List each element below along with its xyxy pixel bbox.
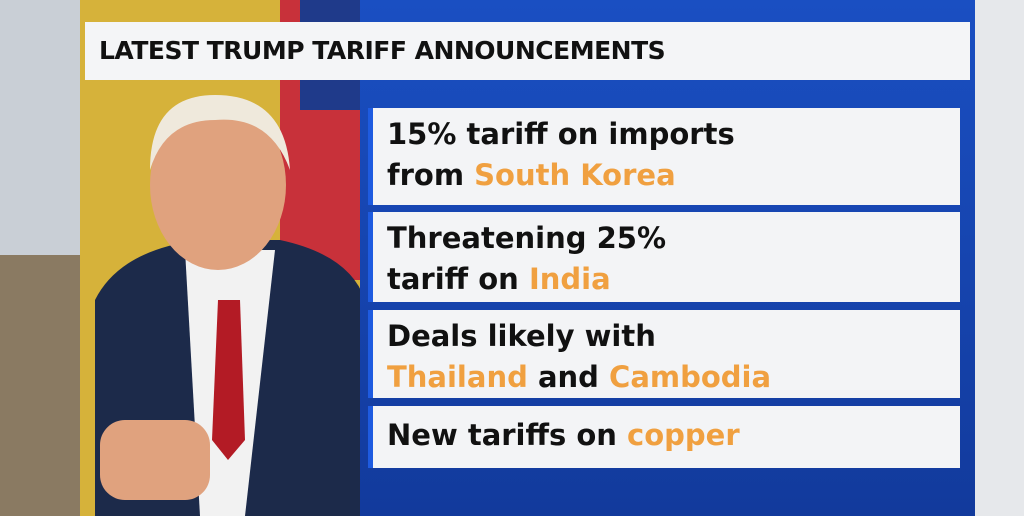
item-line: from South Korea (387, 155, 960, 196)
item-text: New tariffs on (387, 418, 628, 452)
studio-wall (975, 0, 1024, 516)
item-line: Thailand and Cambodia (387, 357, 960, 398)
item-box: 15% tariff on imports from South Korea (368, 108, 960, 205)
item-text: copper (627, 418, 740, 452)
city (0, 255, 80, 516)
hair (150, 95, 290, 170)
item-text: from (387, 158, 475, 192)
item-text: tariff on (387, 262, 529, 296)
item-text: Thailand (387, 360, 528, 394)
item-text: Deals likely with (387, 319, 656, 353)
face (150, 100, 286, 270)
item-text: India (528, 262, 611, 296)
item-line: 15% tariff on imports (387, 114, 960, 155)
item-box: Deals likely with Thailand and Cambodia (368, 310, 960, 398)
item-text: South Korea (474, 158, 676, 192)
item-line: Threatening 25% (387, 218, 960, 259)
item-text: Threatening 25% (387, 221, 666, 255)
item-text: and (527, 360, 610, 394)
tie (212, 300, 245, 460)
hands (100, 420, 210, 500)
item-line: Deals likely with (387, 316, 960, 357)
item-box: New tariffs on copper (368, 406, 960, 468)
item-text: 15% tariff on imports (387, 117, 735, 151)
item-line: tariff on India (387, 259, 960, 300)
item-text: Cambodia (609, 360, 772, 394)
item-box: Threatening 25% tariff on India (368, 212, 960, 302)
item-line: New tariffs on copper (387, 415, 960, 456)
headline: LATEST TRUMP TARIFF ANNOUNCEMENTS (85, 22, 970, 80)
